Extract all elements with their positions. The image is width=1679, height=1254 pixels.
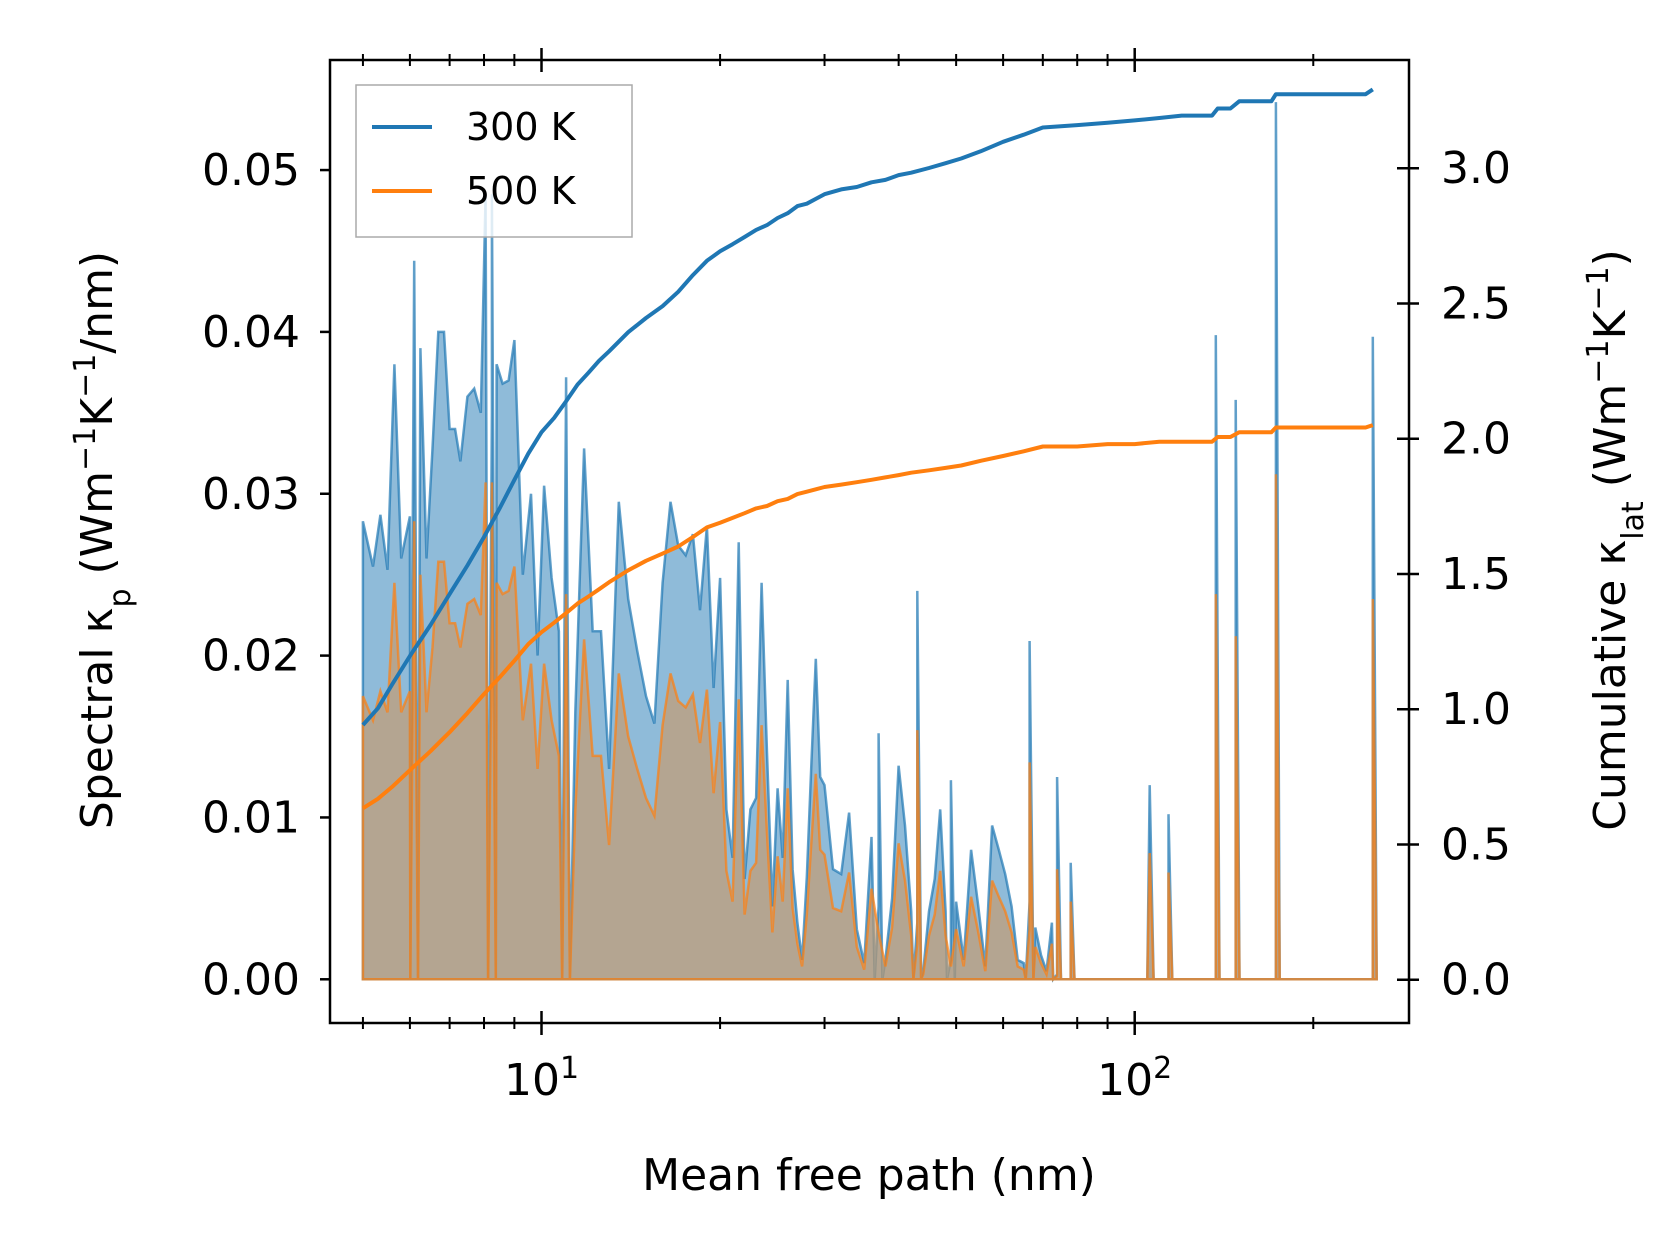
legend-label-500k: 500 K <box>466 169 577 213</box>
y-right-tick-label: 2.0 <box>1441 414 1511 465</box>
x-tick-label: 102 <box>1097 1051 1172 1107</box>
y-right-tick-label: 2.5 <box>1441 278 1511 329</box>
spectral-fills <box>361 102 1378 983</box>
y-left-tick-label: 0.02 <box>202 631 300 682</box>
y-left-tick-label: 0.03 <box>202 469 300 520</box>
y-right-tick-label: 0.0 <box>1441 955 1511 1006</box>
axis-ticks <box>320 48 1419 1035</box>
spectral-fill-500k <box>361 474 1378 982</box>
plot-frame <box>328 58 1411 1025</box>
y-right-tick-label: 1.5 <box>1441 549 1511 600</box>
axis-tick-labels: 0.00 0.01 0.02 0.03 0.04 0.05 0.0 0.5 1.0 1.5 2.0 2… <box>202 143 1511 1106</box>
x-tick-label: 101 <box>504 1051 579 1107</box>
y-left-tick-label: 0.00 <box>202 954 300 1005</box>
x-axis-title: Mean free path (nm) <box>642 1150 1096 1201</box>
data-lines <box>361 87 1374 810</box>
cumulative-line-300k <box>361 87 1374 727</box>
y-left-tick-label: 0.04 <box>202 307 300 358</box>
legend-label-300k: 300 K <box>466 105 577 149</box>
cumulative-line-500k <box>361 423 1374 810</box>
legend-box <box>355 84 633 238</box>
y-left-tick-label: 0.05 <box>202 145 300 196</box>
y-right-tick-label: 1.0 <box>1441 684 1511 735</box>
legend: 300 K 500 K <box>355 84 633 238</box>
y-right-tick-label: 3.0 <box>1441 143 1511 194</box>
plot-area <box>361 87 1378 983</box>
y-left-tick-label: 0.01 <box>202 792 300 843</box>
y-right-tick-label: 0.5 <box>1441 819 1511 870</box>
